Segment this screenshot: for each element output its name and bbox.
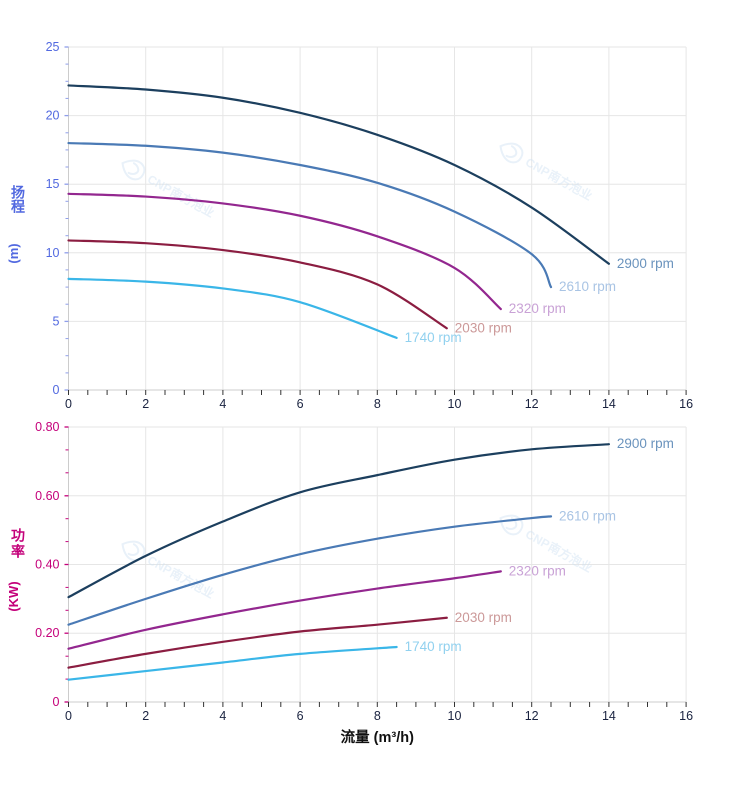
- svg-text:2030 rpm: 2030 rpm: [455, 320, 512, 335]
- svg-text:2320 rpm: 2320 rpm: [509, 301, 566, 316]
- svg-text:2: 2: [142, 709, 149, 723]
- svg-text:0: 0: [65, 397, 72, 411]
- svg-text:2: 2: [142, 397, 149, 411]
- svg-text:(KW): (KW): [6, 581, 21, 611]
- svg-text:功: 功: [11, 528, 25, 544]
- svg-text:16: 16: [679, 709, 693, 723]
- svg-text:0.20: 0.20: [35, 626, 59, 640]
- svg-text:0.80: 0.80: [35, 420, 59, 434]
- svg-text:程: 程: [11, 199, 25, 215]
- svg-text:15: 15: [46, 177, 60, 191]
- svg-text:2610 rpm: 2610 rpm: [559, 279, 616, 294]
- svg-text:率: 率: [11, 544, 25, 560]
- svg-text:1740 rpm: 1740 rpm: [405, 330, 462, 345]
- svg-text:0.60: 0.60: [35, 489, 59, 503]
- svg-text:4: 4: [219, 397, 226, 411]
- svg-text:10: 10: [46, 246, 60, 260]
- svg-text:16: 16: [679, 397, 693, 411]
- svg-text:12: 12: [525, 397, 539, 411]
- svg-text:4: 4: [219, 709, 226, 723]
- svg-text:10: 10: [448, 709, 462, 723]
- svg-text:0.40: 0.40: [35, 558, 59, 572]
- svg-text:8: 8: [374, 709, 381, 723]
- svg-text:2320 rpm: 2320 rpm: [509, 563, 566, 578]
- svg-text:2030 rpm: 2030 rpm: [455, 610, 512, 625]
- svg-text:10: 10: [448, 397, 462, 411]
- svg-text:0: 0: [53, 695, 60, 709]
- svg-text:流量 (m³/h): 流量 (m³/h): [341, 728, 414, 746]
- svg-text:6: 6: [297, 397, 304, 411]
- svg-text:2610 rpm: 2610 rpm: [559, 508, 616, 523]
- svg-text:12: 12: [525, 709, 539, 723]
- svg-text:25: 25: [46, 40, 60, 54]
- svg-text:2900 rpm: 2900 rpm: [617, 436, 674, 451]
- svg-text:0: 0: [65, 709, 72, 723]
- svg-text:8: 8: [374, 397, 381, 411]
- svg-text:20: 20: [46, 109, 60, 123]
- svg-text:14: 14: [602, 397, 616, 411]
- svg-text:2900 rpm: 2900 rpm: [617, 256, 674, 271]
- svg-text:0: 0: [53, 383, 60, 397]
- svg-text:(m): (m): [6, 243, 21, 263]
- svg-text:6: 6: [297, 709, 304, 723]
- svg-text:5: 5: [53, 314, 60, 328]
- svg-text:1740 rpm: 1740 rpm: [405, 639, 462, 654]
- svg-text:14: 14: [602, 709, 616, 723]
